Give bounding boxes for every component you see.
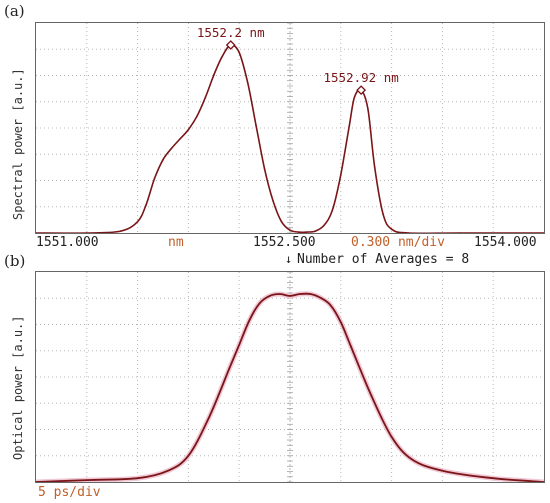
data-point xyxy=(228,368,230,370)
peak-marker-icon xyxy=(356,85,367,96)
peak-label-0: 1552.2 nm xyxy=(197,25,265,40)
data-point xyxy=(370,394,373,397)
data-point xyxy=(136,220,139,223)
data-point xyxy=(306,231,308,233)
data-point xyxy=(279,293,281,295)
data-point xyxy=(36,232,37,233)
data-point xyxy=(187,454,190,457)
panel-b-letter: (b) xyxy=(4,252,26,270)
data-point xyxy=(297,231,300,233)
data-point xyxy=(187,128,190,131)
spectrum-plot-svg: 1552.2 nm 1552.92 nm xyxy=(36,23,544,233)
data-point xyxy=(280,220,283,223)
data-point xyxy=(329,304,332,307)
peak-marker-icon xyxy=(225,40,236,50)
data-point xyxy=(299,293,302,295)
data-point xyxy=(543,481,544,482)
data-point xyxy=(263,168,266,170)
data-point xyxy=(319,297,322,299)
data-point xyxy=(268,295,271,297)
data-point xyxy=(411,458,413,461)
data-point xyxy=(196,115,198,118)
data-point xyxy=(162,158,164,161)
data-point xyxy=(323,224,325,227)
data-point xyxy=(350,345,352,348)
data-point xyxy=(492,477,495,479)
spectrum-y-axis-label: Spectral power [a.u.] xyxy=(11,68,25,220)
data-point xyxy=(179,138,181,140)
data-point xyxy=(246,81,249,84)
averages-status: Number of Averages = 8 xyxy=(297,252,470,267)
data-point xyxy=(353,96,356,99)
data-point xyxy=(390,228,393,230)
data-point xyxy=(272,200,274,202)
data-point xyxy=(204,96,207,99)
data-point xyxy=(543,232,544,233)
autocorrelation-plot-svg xyxy=(36,272,544,482)
data-point xyxy=(441,469,444,472)
time-scale-label: 5 ps/div xyxy=(38,485,101,500)
data-point xyxy=(309,293,312,295)
data-point xyxy=(238,344,240,346)
data-point xyxy=(340,321,342,323)
data-point xyxy=(36,481,37,482)
data-point xyxy=(255,125,257,127)
data-point xyxy=(167,469,169,472)
data-point xyxy=(390,436,393,438)
spectrum-span-label: 0.300 nm/div xyxy=(351,235,445,250)
data-point xyxy=(248,319,251,322)
data-point xyxy=(86,479,88,481)
data-point xyxy=(86,232,88,233)
data-point xyxy=(136,477,139,479)
data-point xyxy=(314,230,317,232)
data-point xyxy=(170,147,173,150)
data-point xyxy=(373,166,376,168)
data-point xyxy=(331,209,334,212)
data-point xyxy=(289,295,291,297)
spectrum-unit-label: nm xyxy=(168,235,184,250)
data-point xyxy=(119,230,122,232)
data-point xyxy=(238,51,240,54)
spectrum-tick-left: 1551.000 xyxy=(36,235,99,250)
data-point xyxy=(348,125,351,127)
optical-y-axis-label: Optical power [a.u.] xyxy=(11,315,25,461)
data-point xyxy=(258,302,261,305)
spectrum-plot: 1552.2 nm 1552.92 nm xyxy=(35,22,545,234)
data-point xyxy=(458,232,461,233)
data-point xyxy=(145,204,147,206)
spectrum-tick-center: 1552.500 xyxy=(253,235,316,250)
data-point xyxy=(382,213,384,215)
peak-label-1: 1552.92 nm xyxy=(323,70,398,85)
panel-a-letter: (a) xyxy=(4,2,25,20)
data-point xyxy=(407,232,410,233)
data-point xyxy=(213,74,215,76)
data-point xyxy=(153,177,156,180)
marker-arrow-icon: ↓ xyxy=(285,252,293,266)
data-point xyxy=(207,417,210,419)
autocorrelation-plot xyxy=(35,271,545,483)
data-point xyxy=(289,229,291,231)
spectrum-tick-right: 1554.000 xyxy=(474,235,537,250)
data-point xyxy=(340,173,342,176)
data-point xyxy=(221,55,224,58)
data-point xyxy=(367,108,369,110)
